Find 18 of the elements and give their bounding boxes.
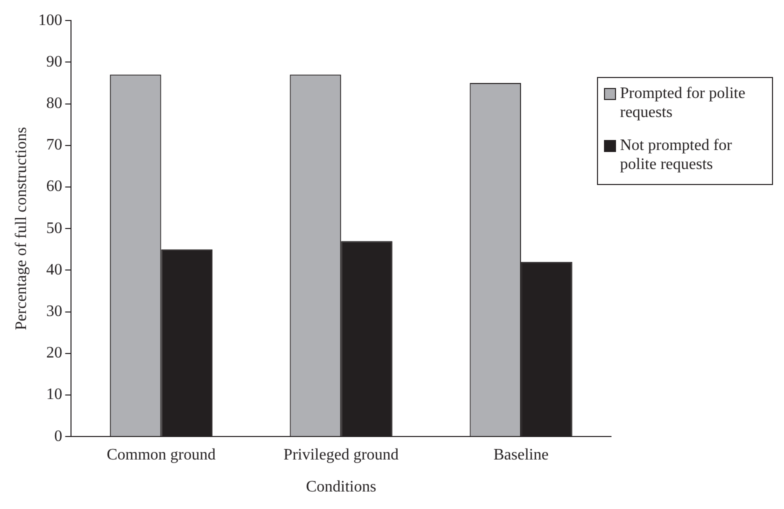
y-tick-label: 30 — [46, 303, 62, 320]
y-tick-label: 20 — [46, 344, 62, 362]
legend-label: Not prompted for polite requests — [620, 136, 733, 174]
legend-label: Prompted for polite requests — [620, 84, 746, 122]
y-tick-label: 100 — [38, 12, 62, 29]
y-tick-label: 80 — [46, 95, 62, 112]
y-tick-label: 50 — [46, 220, 62, 237]
x-tick-label: Privileged ground — [284, 446, 399, 464]
y-tick-label: 60 — [46, 178, 62, 196]
x-tick-label: Baseline — [493, 446, 549, 464]
x-tick-label: Common ground — [106, 446, 216, 464]
y-tick-label: 0 — [54, 428, 62, 445]
y-tick-label: 90 — [46, 53, 62, 70]
y-tick-label: 40 — [46, 261, 62, 278]
y-tick-label: 70 — [46, 136, 62, 154]
x-axis-title: Conditions — [306, 478, 376, 496]
y-axis-title: Percentage of full constructions — [12, 127, 30, 330]
y-tick-label: 10 — [46, 386, 62, 404]
